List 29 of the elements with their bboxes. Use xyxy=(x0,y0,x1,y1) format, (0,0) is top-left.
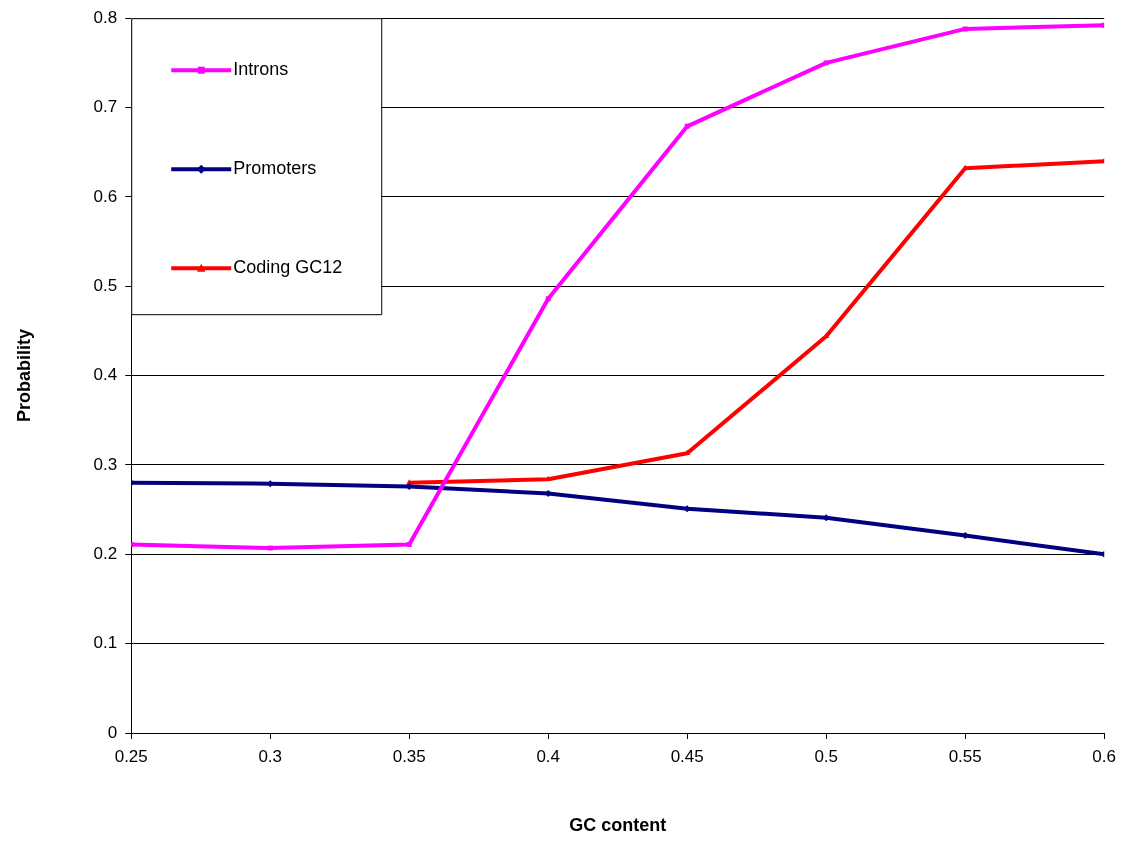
y-tick-label: 0.1 xyxy=(93,633,118,653)
point xyxy=(823,332,830,339)
y-tick-label: 0.6 xyxy=(93,186,118,206)
x-tick-label: 0.4 xyxy=(536,746,561,766)
y-tick-label: 0 xyxy=(107,722,118,742)
x-tick-label: 0.5 xyxy=(814,746,839,766)
y-tick-label: 0.8 xyxy=(93,7,118,27)
legend-label: Promoters xyxy=(233,158,317,179)
point xyxy=(823,60,829,66)
x-tick-label: 0.45 xyxy=(670,746,704,766)
legend-label: Coding GC12 xyxy=(233,257,343,278)
point xyxy=(962,26,968,32)
y-tick-label: 0.2 xyxy=(93,543,118,563)
x-axis-title: GC content xyxy=(569,815,667,836)
point xyxy=(684,123,690,129)
legend-label: Introns xyxy=(233,59,289,80)
x-tick-label: 0.25 xyxy=(114,746,148,766)
x-tick-label: 0.35 xyxy=(392,746,426,766)
y-tick-label: 0.7 xyxy=(93,97,118,117)
x-tick-label: 0.6 xyxy=(1092,746,1116,766)
y-tick-label: 0.4 xyxy=(93,365,118,385)
y-tick-label: 0.3 xyxy=(93,454,118,474)
x-tick-label: 0.3 xyxy=(258,746,283,766)
point xyxy=(267,545,273,551)
y-tick-label: 0.5 xyxy=(93,275,118,295)
x-tick-label: 0.55 xyxy=(948,746,982,766)
y-axis-title: Probability xyxy=(13,329,34,423)
point xyxy=(406,542,412,547)
point xyxy=(545,296,551,302)
